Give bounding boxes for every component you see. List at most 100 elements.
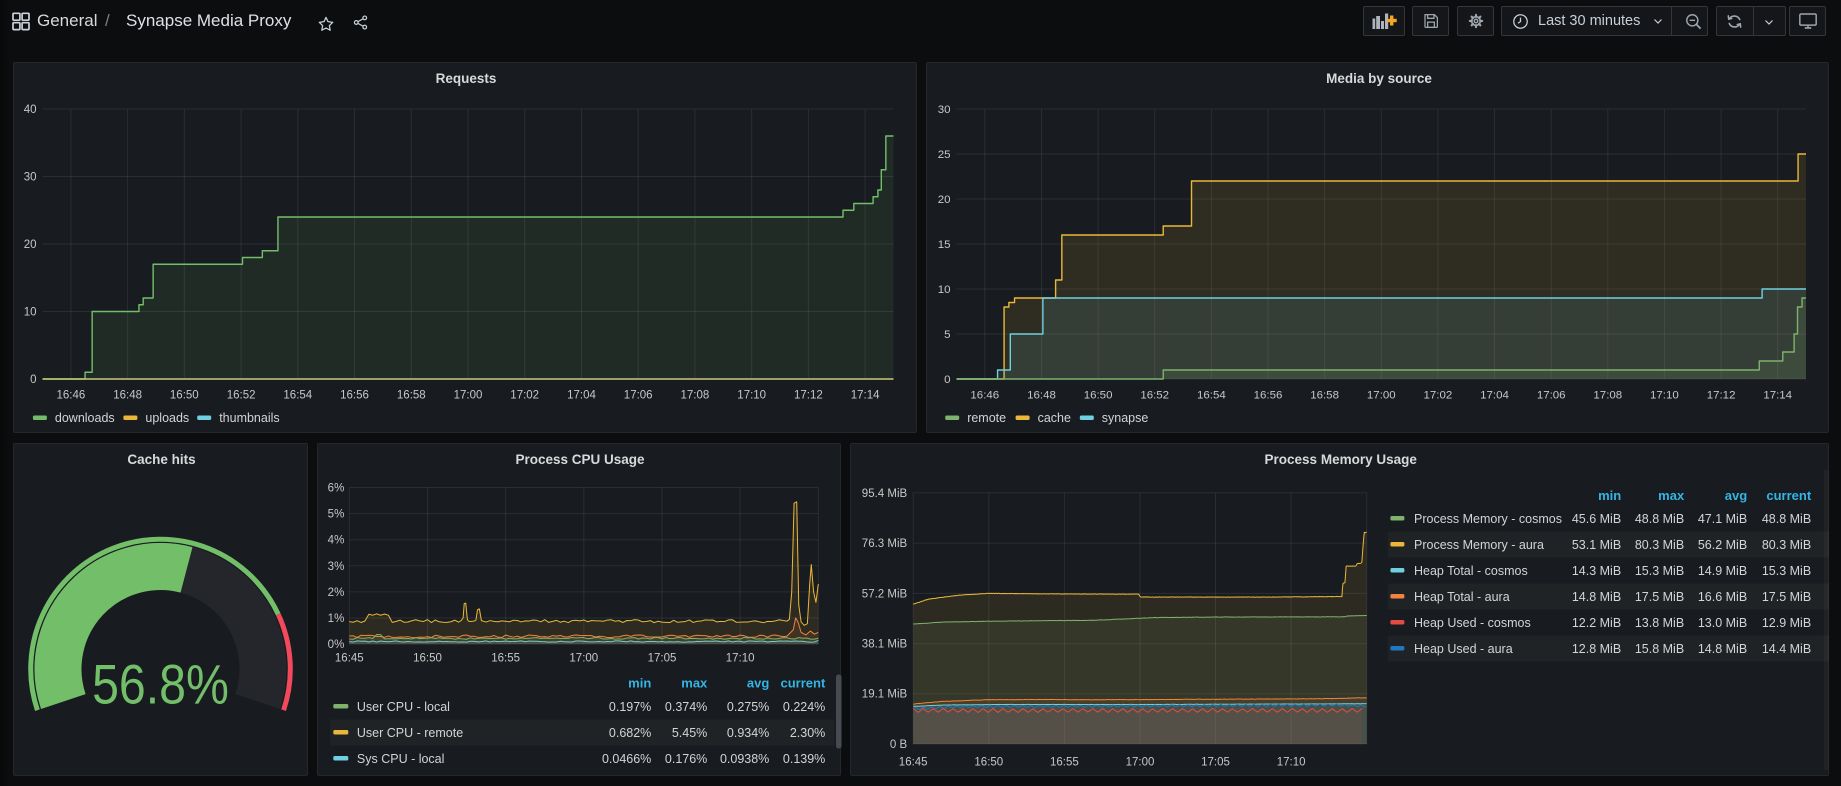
svg-text:5%: 5% [327,508,344,520]
svg-text:0.0466%: 0.0466% [602,752,651,766]
svg-text:0.139%: 0.139% [783,752,825,766]
svg-text:0.176%: 0.176% [665,752,707,766]
svg-text:0.682%: 0.682% [609,726,651,740]
svg-text:16:46: 16:46 [56,390,85,402]
svg-text:80.3 MiB: 80.3 MiB [1635,538,1684,552]
svg-text:12.2 MiB: 12.2 MiB [1572,616,1621,630]
svg-text:16:54: 16:54 [283,390,312,402]
svg-text:14.3 MiB: 14.3 MiB [1572,564,1621,578]
svg-text:17:08: 17:08 [1593,389,1622,401]
svg-text:17:10: 17:10 [725,652,754,664]
svg-text:current: current [1766,488,1811,503]
svg-text:17:00: 17:00 [1366,389,1395,401]
svg-text:10: 10 [23,307,36,319]
svg-text:0.374%: 0.374% [665,700,707,714]
svg-text:15.3 MiB: 15.3 MiB [1762,564,1811,578]
svg-text:16:58: 16:58 [396,390,425,402]
svg-text:16:56: 16:56 [1253,389,1282,401]
svg-text:17:10: 17:10 [1650,389,1679,401]
svg-text:76.3 MiB: 76.3 MiB [862,538,908,550]
svg-text:Media by source: Media by source [1326,71,1432,86]
svg-text:16.6 MiB: 16.6 MiB [1698,590,1747,604]
svg-text:30: 30 [23,172,36,184]
svg-text:17:08: 17:08 [680,390,709,402]
svg-text:current: current [780,675,825,690]
svg-text:Process CPU Usage: Process CPU Usage [515,452,645,467]
svg-text:16:45: 16:45 [335,652,364,664]
svg-text:17:00: 17:00 [569,652,598,664]
svg-text:17:10: 17:10 [737,390,766,402]
svg-text:20: 20 [937,194,950,206]
svg-text:95.4 MiB: 95.4 MiB [862,487,908,499]
svg-text:25: 25 [937,149,950,161]
svg-text:16:46: 16:46 [970,389,999,401]
svg-text:30: 30 [937,104,950,116]
svg-text:14.9 MiB: 14.9 MiB [1698,564,1747,578]
svg-text:thumbnails: thumbnails [219,411,279,425]
svg-text:16:58: 16:58 [1310,389,1339,401]
svg-text:17:02: 17:02 [510,390,539,402]
svg-text:14.4 MiB: 14.4 MiB [1762,642,1811,656]
svg-text:12.8 MiB: 12.8 MiB [1572,642,1621,656]
svg-text:17:04: 17:04 [567,390,596,402]
svg-text:15: 15 [937,239,950,251]
svg-text:3%: 3% [327,560,344,572]
svg-text:57.2 MiB: 57.2 MiB [862,588,908,600]
svg-text:Requests: Requests [435,71,496,86]
svg-text:56.8%: 56.8% [92,654,229,716]
svg-text:16:50: 16:50 [413,652,442,664]
svg-text:17:00: 17:00 [1125,756,1154,768]
svg-text:16:50: 16:50 [1083,389,1112,401]
svg-text:16:55: 16:55 [1050,756,1079,768]
svg-text:Sys CPU - local: Sys CPU - local [357,752,445,766]
svg-text:6%: 6% [327,482,344,494]
svg-text:16:50: 16:50 [169,390,198,402]
svg-text:17:05: 17:05 [1201,756,1230,768]
svg-text:downloads: downloads [54,411,114,425]
svg-text:14.8 MiB: 14.8 MiB [1698,642,1747,656]
svg-text:56.2 MiB: 56.2 MiB [1698,538,1747,552]
svg-text:uploads: uploads [145,411,189,425]
svg-text:10: 10 [937,284,950,296]
svg-text:13.0 MiB: 13.0 MiB [1698,616,1747,630]
svg-text:0: 0 [30,374,36,386]
svg-text:User CPU - remote: User CPU - remote [357,726,463,740]
svg-text:15.3 MiB: 15.3 MiB [1635,564,1684,578]
svg-text:16:52: 16:52 [1140,389,1169,401]
svg-text:0.934%: 0.934% [727,726,769,740]
svg-text:48.8 MiB: 48.8 MiB [1635,512,1684,526]
svg-text:0.275%: 0.275% [727,700,769,714]
svg-text:53.1 MiB: 53.1 MiB [1572,538,1621,552]
svg-text:16:48: 16:48 [1027,389,1056,401]
svg-text:20: 20 [23,239,36,251]
svg-text:avg: avg [747,675,769,690]
svg-text:48.8 MiB: 48.8 MiB [1762,512,1811,526]
svg-text:min: min [1598,488,1621,503]
svg-text:17:14: 17:14 [850,390,879,402]
svg-text:0.197%: 0.197% [609,700,651,714]
svg-text:Heap Total - aura: Heap Total - aura [1414,590,1510,604]
svg-text:80.3 MiB: 80.3 MiB [1762,538,1811,552]
svg-text:16:45: 16:45 [899,756,928,768]
svg-text:avg: avg [1725,488,1747,503]
svg-text:17:02: 17:02 [1423,389,1452,401]
svg-text:16:48: 16:48 [113,390,142,402]
svg-text:max: max [1658,488,1685,503]
svg-text:17:10: 17:10 [1277,756,1306,768]
svg-text:38.1 MiB: 38.1 MiB [862,638,908,650]
svg-text:5: 5 [944,329,950,341]
svg-text:Heap Used - cosmos: Heap Used - cosmos [1414,616,1531,630]
svg-text:16:50: 16:50 [974,756,1003,768]
svg-text:17:05: 17:05 [647,652,676,664]
svg-text:40: 40 [23,104,36,116]
svg-text:16:54: 16:54 [1197,389,1226,401]
svg-text:47.1 MiB: 47.1 MiB [1698,512,1747,526]
svg-text:16:52: 16:52 [226,390,255,402]
svg-text:Process Memory - cosmos: Process Memory - cosmos [1414,512,1562,526]
svg-text:12.9 MiB: 12.9 MiB [1762,616,1811,630]
svg-text:min: min [628,675,651,690]
svg-text:User CPU - local: User CPU - local [357,700,450,714]
svg-text:16:56: 16:56 [340,390,369,402]
svg-text:17:06: 17:06 [1536,389,1565,401]
svg-text:14.8 MiB: 14.8 MiB [1572,590,1621,604]
